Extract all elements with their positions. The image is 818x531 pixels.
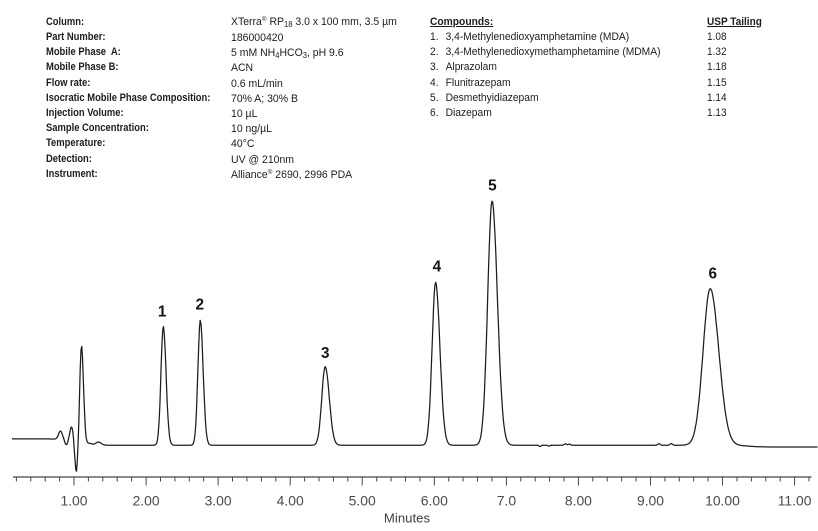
svg-text:5: 5 — [488, 178, 497, 195]
svg-text:7.0: 7.0 — [497, 493, 517, 509]
svg-text:3.00: 3.00 — [205, 493, 232, 509]
svg-text:11.00: 11.00 — [778, 493, 812, 509]
svg-text:10.00: 10.00 — [705, 493, 740, 509]
svg-text:1: 1 — [158, 303, 167, 320]
svg-text:6.00: 6.00 — [421, 493, 448, 509]
svg-text:5.00: 5.00 — [349, 493, 376, 509]
svg-text:6: 6 — [708, 266, 717, 283]
svg-text:2.00: 2.00 — [133, 493, 160, 509]
svg-text:1.00: 1.00 — [60, 493, 87, 509]
svg-text:8.00: 8.00 — [565, 493, 592, 509]
svg-text:4: 4 — [433, 259, 442, 276]
svg-text:Minutes: Minutes — [384, 511, 431, 526]
svg-text:4.00: 4.00 — [277, 493, 304, 509]
svg-text:9.00: 9.00 — [637, 493, 664, 509]
svg-text:2: 2 — [195, 297, 204, 314]
svg-text:3: 3 — [321, 345, 330, 362]
